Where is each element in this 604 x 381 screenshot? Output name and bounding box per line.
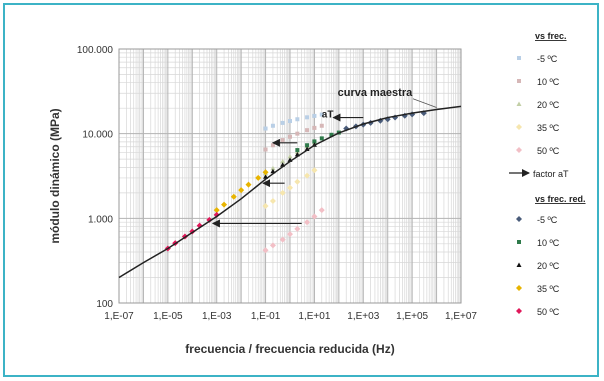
legend-marker [516,147,522,153]
data-point [312,139,317,144]
y-tick-label: 10.000 [82,130,113,141]
data-point [287,184,293,191]
data-point [304,172,311,179]
legend-marker [516,262,522,267]
legend-label: 35 ºC [537,284,560,294]
x-tick-label: 1,E+05 [396,311,428,322]
data-point [269,242,276,249]
legend-marker [516,216,522,222]
legend-marker [517,240,521,244]
legend-marker [516,124,522,130]
x-tick-label: 1,E+01 [298,311,330,322]
data-point [305,115,310,120]
data-point [319,123,324,128]
y-tick-label: 100 [96,299,113,310]
data-point [294,225,301,232]
data-point [206,216,213,223]
legend-label: 50 ºC [537,146,560,156]
legend-marker [516,285,522,291]
x-tick-label: 1,E-05 [153,311,183,322]
data-point [288,134,292,139]
legend-marker [517,79,521,83]
x-tick-label: 1,E-07 [104,311,134,322]
legend-group-title: vs frec. [535,31,567,41]
data-point [295,117,300,122]
legend-label: -5 ºC [537,215,558,225]
legend-marker [516,308,522,314]
data-point [329,132,334,137]
data-point [280,158,286,164]
data-point [288,119,292,124]
data-point [343,125,350,132]
data-point [294,178,301,185]
data-point [269,198,276,205]
annotation-aT: aT [322,110,334,121]
data-point [262,169,269,176]
x-tick-label: 1,E-01 [251,311,281,322]
data-point [270,143,275,148]
x-tick-label: 1,E+07 [445,311,477,322]
legend-label: -5 ºC [537,54,558,64]
annotation-master-curve: curva maestra [338,87,413,99]
data-point [279,189,286,196]
data-point [311,213,318,220]
data-point [230,193,237,200]
legend-marker [517,56,521,60]
data-point [312,125,317,130]
legend-label: 20 ºC [537,100,560,110]
legend-label: 35 ºC [537,123,560,133]
data-point [295,131,300,136]
data-point [295,148,300,153]
y-axis-label: módulo dinámico (MPa) [48,108,62,243]
data-point [213,207,220,214]
data-point [304,219,311,226]
legend: vs frec. -5 ºC 10 ºC 20 ºC 35 ºC 50 ºC factor … [509,31,586,317]
y-tick-label: 100.000 [77,45,114,56]
data-point [262,247,269,254]
data-point [311,167,318,174]
x-axis-label: frecuencia / frecuencia reducida (Hz) [185,342,394,356]
data-point [280,120,285,125]
data-point [287,231,293,238]
chart-frame: 1,E-07 1,E-05 1,E-03 1,E-01 1,E+01 1,E+03 1,E+… [3,3,599,377]
data-point [305,128,310,133]
data-point [319,112,324,117]
x-tick-label: 1,E+03 [347,311,379,322]
legend-label: 20 ºC [537,261,560,271]
x-tick-label: 1,E-03 [202,311,232,322]
legend-group-title: vs frec. red. [535,194,586,204]
y-tick-label: 1.000 [88,214,113,225]
series-4 [262,207,325,254]
series-3 [262,167,318,209]
master-curve-chart: 1,E-07 1,E-05 1,E-03 1,E-01 1,E+01 1,E+03 1,E+… [5,5,597,375]
data-point [312,113,317,118]
data-point [263,147,268,152]
series-8 [213,169,269,214]
plot-area [118,48,462,304]
data-point [221,201,228,208]
data-point [270,123,275,128]
data-point [245,181,252,188]
legend-label: 10 ºC [537,238,560,248]
legend-marker [516,101,522,106]
series-0 [263,112,324,131]
data-point [262,202,269,209]
data-point [287,153,293,159]
legend-label: 50 ºC [537,307,560,317]
data-point [263,126,268,131]
master-curve-line [118,105,462,279]
legend-label: factor aT [533,169,569,179]
data-point [270,165,276,171]
annotation-leader [412,98,437,108]
data-point [238,187,245,194]
data-point [279,236,286,243]
data-point [280,138,285,143]
legend-label: 10 ºC [537,77,560,87]
data-point [305,143,310,148]
data-point [318,207,325,214]
data-point [319,136,324,141]
